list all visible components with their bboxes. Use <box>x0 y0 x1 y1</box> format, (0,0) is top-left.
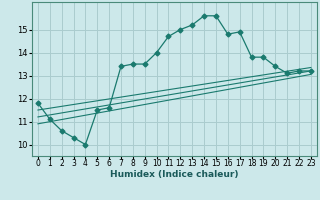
X-axis label: Humidex (Indice chaleur): Humidex (Indice chaleur) <box>110 170 239 179</box>
